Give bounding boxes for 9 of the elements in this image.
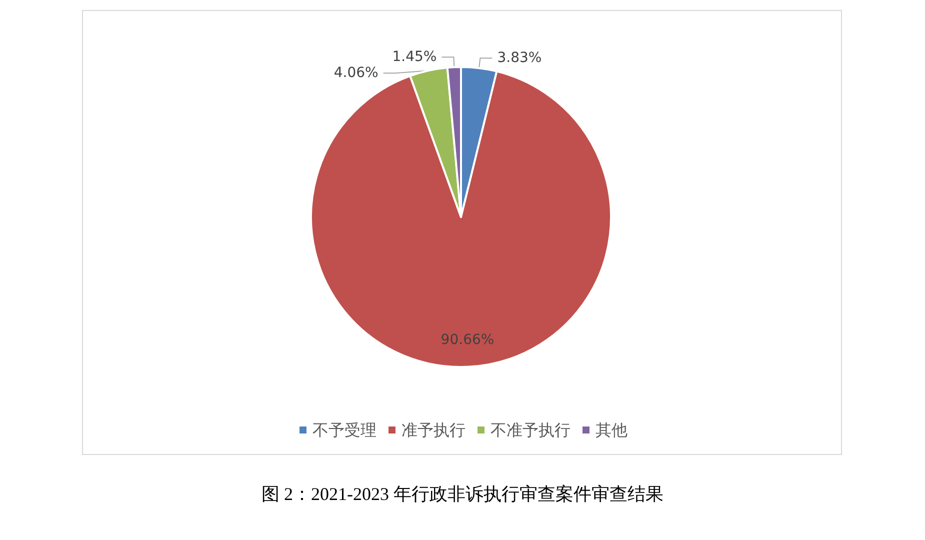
caption: 图 2：2021-2023 年行政非诉执行审查案件审查结果 xyxy=(262,484,664,504)
data-label: 4.06% xyxy=(334,65,378,82)
data-label: 3.83% xyxy=(497,50,542,66)
data-label: 90.66% xyxy=(440,332,494,348)
legend-label: 准予执行 xyxy=(402,420,466,440)
legend-label: 不准予执行 xyxy=(490,420,570,440)
data-label: 1.45% xyxy=(392,49,437,66)
legend-label: 其他 xyxy=(596,420,628,440)
legend-label: 不予受理 xyxy=(312,420,376,440)
